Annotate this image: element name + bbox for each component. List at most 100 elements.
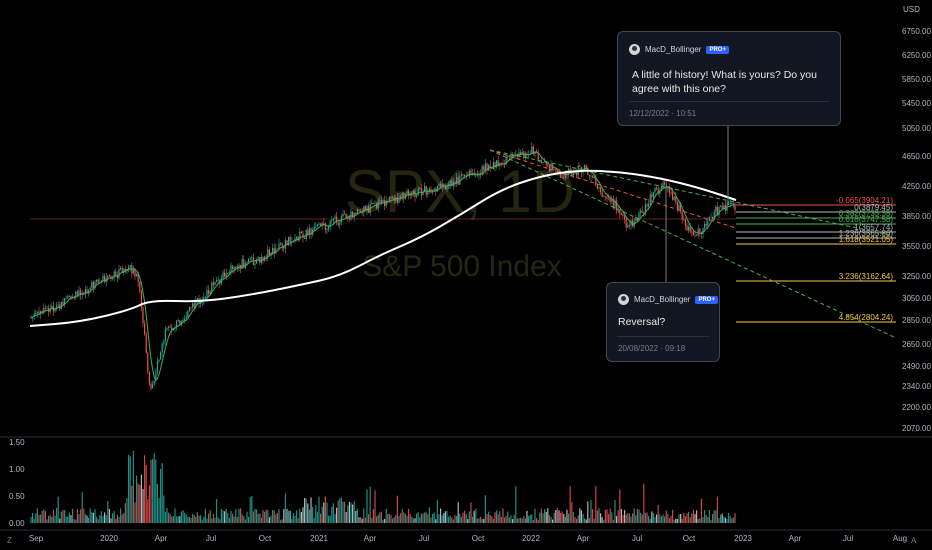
- candle-body: [654, 187, 656, 193]
- volume-bar: [571, 502, 573, 523]
- volume-bar: [70, 515, 72, 523]
- candle-body: [507, 155, 509, 157]
- volume-bar: [38, 514, 40, 523]
- candle-body: [561, 177, 563, 179]
- volume-bar: [707, 516, 709, 523]
- volume-bar: [60, 511, 62, 523]
- volume-axis[interactable]: 1.50 1.00 0.50 0.00: [9, 438, 25, 528]
- candle-body: [692, 231, 694, 236]
- candle-body: [283, 246, 285, 249]
- channel-upper-line[interactable]: [489, 149, 891, 236]
- candle-body: [152, 384, 154, 389]
- candle-body: [81, 294, 83, 296]
- candle-body: [251, 257, 253, 259]
- divider: [617, 336, 709, 337]
- timezone-button[interactable]: Z: [7, 536, 12, 545]
- author-name[interactable]: MacD_Bollinger: [645, 45, 702, 54]
- candle-body: [100, 280, 102, 283]
- candle-body: [30, 317, 32, 319]
- candle-body: [422, 191, 424, 196]
- volume-bar: [44, 510, 46, 523]
- candle-body: [705, 223, 707, 226]
- volume-bar: [620, 508, 622, 523]
- volume-bar: [662, 514, 664, 523]
- author-name[interactable]: MacD_Bollinger: [634, 295, 691, 304]
- candle-body: [59, 304, 61, 309]
- volume-bar: [560, 512, 562, 523]
- volume-bar: [206, 518, 208, 523]
- candle-body: [388, 196, 390, 202]
- candle-body: [372, 202, 374, 204]
- volume-bar: [299, 508, 301, 523]
- candle-body: [70, 295, 72, 298]
- volume-bar: [187, 516, 189, 523]
- volume-bar: [366, 489, 368, 523]
- volume-bar: [392, 518, 394, 523]
- volume-bar: [235, 508, 237, 523]
- volume-bar: [723, 516, 725, 523]
- candle-body: [334, 216, 336, 219]
- volume-bar: [123, 513, 125, 523]
- fib-level-label: 0(3879.45): [854, 203, 893, 212]
- volume-bar: [726, 519, 728, 523]
- volume-bar: [296, 510, 298, 523]
- volume-bar: [526, 510, 528, 523]
- volume-bar: [72, 508, 74, 523]
- candle-body: [339, 222, 341, 225]
- volume-bar: [700, 498, 702, 523]
- volume-bar: [248, 516, 250, 523]
- auto-scale-button[interactable]: A: [911, 536, 917, 545]
- candle-body: [88, 290, 90, 294]
- volume-bar: [220, 508, 222, 523]
- volume-bar: [107, 501, 109, 523]
- volume-bar: [318, 496, 320, 523]
- candle-body: [347, 217, 349, 219]
- price-axis[interactable]: USD 6750.00 6250.00 5850.00 5450.00 5050.00 4…: [902, 5, 931, 433]
- channel-middle-line[interactable]: [489, 149, 737, 229]
- candle-body: [102, 275, 104, 281]
- time-axis[interactable]: Sep 2020 Apr Jul Oct 2021 Apr Jul Oct 2022 Apr Jul O…: [29, 534, 907, 543]
- candle-body: [348, 217, 350, 220]
- volume-bar: [89, 508, 91, 523]
- volume-bar: [246, 511, 248, 523]
- volume-bar: [451, 517, 453, 523]
- volume-bar: [710, 519, 712, 523]
- watermark-name: S&P 500 Index: [362, 250, 562, 283]
- volume-bar: [680, 514, 682, 523]
- candle-body: [560, 172, 562, 178]
- candle-body: [296, 236, 298, 239]
- candle-body: [225, 273, 227, 277]
- candle-body: [256, 259, 258, 264]
- volume-bar: [132, 450, 134, 523]
- idea-callout[interactable]: MacD_Bollinger PRO+ A little of history!…: [617, 31, 841, 126]
- volume-bar: [91, 512, 93, 523]
- candle-body: [203, 297, 205, 300]
- volume-bar: [668, 518, 670, 523]
- candle-body: [683, 219, 685, 221]
- candle-body: [241, 259, 243, 269]
- candle-body: [720, 205, 722, 208]
- candle-body: [678, 204, 680, 210]
- volume-bar: [460, 516, 462, 523]
- volume-bar: [588, 518, 590, 523]
- volume-bar: [227, 513, 229, 523]
- volume-bar: [212, 513, 214, 523]
- volume-bar: [718, 518, 720, 523]
- volume-bar: [390, 515, 392, 523]
- idea-callout[interactable]: MacD_Bollinger PRO+ Reversal? 20/08/2022…: [606, 282, 720, 362]
- volume-bar: [46, 519, 48, 523]
- channel-lower-line[interactable]: [489, 149, 897, 339]
- volume-bar: [641, 514, 643, 523]
- candle-body: [276, 248, 278, 250]
- volume-bar: [241, 514, 243, 523]
- candle-body: [476, 174, 478, 176]
- candle-body: [209, 291, 211, 294]
- fibonacci-extension[interactable]: -0.065(3904.21)0(3879.45)0.382(3735.35)0…: [736, 196, 896, 323]
- volume-bar: [601, 517, 603, 523]
- volume-bar: [40, 514, 42, 523]
- volume-bar: [88, 517, 90, 523]
- volume-bar: [291, 518, 293, 523]
- candle-body: [593, 177, 595, 179]
- volume-bar: [361, 518, 363, 523]
